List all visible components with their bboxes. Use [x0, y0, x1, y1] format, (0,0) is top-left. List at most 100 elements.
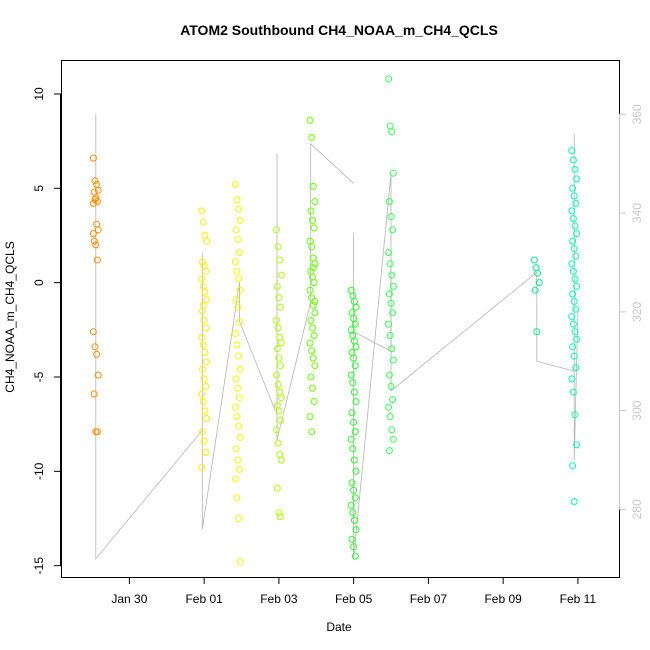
- data-point: [275, 354, 283, 362]
- data-point: [569, 320, 577, 328]
- data-point: [276, 256, 284, 264]
- data-point: [531, 286, 539, 294]
- y2-tick-label: 280: [630, 499, 644, 519]
- data-point: [234, 235, 242, 243]
- data-point: [236, 558, 244, 566]
- data-point: [199, 428, 206, 436]
- data-point: [350, 486, 358, 494]
- data-point: [570, 245, 578, 253]
- trace-line: [276, 142, 354, 441]
- data-point: [535, 279, 543, 287]
- data-point: [568, 375, 576, 383]
- data-point: [389, 169, 397, 177]
- data-point: [277, 456, 285, 464]
- data-point: [201, 232, 209, 239]
- data-point: [309, 324, 316, 332]
- data-point: [350, 543, 358, 551]
- data-point: [349, 379, 357, 387]
- data-point: [308, 428, 316, 436]
- data-point: [569, 215, 577, 222]
- data-point: [235, 205, 243, 213]
- data-point: [386, 122, 394, 130]
- data-point: [534, 269, 542, 277]
- trace-line: [390, 262, 575, 392]
- data-point: [275, 509, 283, 517]
- x-axis-label: Date: [326, 620, 352, 634]
- data-point: [274, 439, 282, 447]
- data-point: [94, 371, 102, 379]
- data-point: [387, 213, 395, 221]
- data-point: [199, 282, 207, 290]
- data-point: [569, 237, 577, 245]
- data-point: [389, 356, 397, 364]
- data-point: [89, 199, 97, 207]
- data-point: [389, 309, 397, 317]
- data-point: [309, 384, 316, 392]
- data-point: [198, 390, 206, 398]
- data-point: [570, 352, 578, 360]
- data-point: [388, 426, 396, 434]
- data-point: [389, 396, 397, 404]
- data-point: [385, 447, 393, 455]
- data-point: [571, 411, 579, 419]
- data-point: [569, 462, 577, 470]
- data-point: [306, 339, 314, 347]
- data-point: [351, 362, 359, 370]
- data-point: [573, 441, 581, 449]
- data-point: [236, 433, 244, 441]
- data-point: [308, 243, 316, 251]
- data-point: [231, 258, 239, 266]
- data-point: [199, 301, 207, 309]
- data-point: [233, 413, 241, 421]
- data-point: [90, 390, 98, 398]
- data-point: [199, 365, 206, 373]
- data-point: [307, 207, 315, 215]
- data-point: [309, 264, 317, 272]
- data-point: [309, 216, 316, 224]
- data-point: [235, 249, 243, 256]
- data-point: [200, 437, 208, 445]
- data-point: [311, 198, 319, 205]
- data-point: [276, 450, 284, 458]
- data-point: [572, 305, 580, 313]
- data-point: [348, 309, 356, 317]
- data-point: [201, 349, 209, 356]
- data-point: [234, 456, 242, 464]
- data-point: [277, 416, 284, 424]
- data-point: [350, 456, 358, 464]
- data-point: [198, 275, 206, 283]
- data-point: [351, 494, 359, 502]
- data-point: [231, 181, 239, 188]
- data-point: [389, 435, 397, 443]
- trace-line: [95, 114, 203, 560]
- data-point: [533, 328, 541, 336]
- data-point: [232, 296, 240, 304]
- x-tick-label: Feb 11: [560, 592, 597, 606]
- data-point: [569, 290, 577, 298]
- data-point: [309, 182, 317, 190]
- data-point: [231, 475, 239, 483]
- data-point: [311, 298, 319, 305]
- data-point: [201, 407, 209, 415]
- data-point: [89, 154, 97, 162]
- y-tick-label: 10: [32, 87, 46, 101]
- data-point: [388, 128, 396, 136]
- data-point: [199, 341, 207, 349]
- data-point: [273, 484, 281, 492]
- data-point: [308, 294, 316, 302]
- data-point: [571, 328, 579, 336]
- data-point: [236, 286, 244, 294]
- data-point: [311, 260, 319, 268]
- y2-tick-label: 340: [630, 203, 644, 223]
- data-point: [348, 409, 356, 417]
- data-point: [385, 249, 393, 256]
- data-point: [277, 271, 285, 279]
- data-point: [386, 332, 394, 339]
- data-point: [572, 199, 580, 207]
- data-point: [572, 364, 580, 372]
- data-point: [93, 181, 101, 188]
- data-point: [573, 230, 581, 238]
- data-point: [568, 207, 576, 215]
- data-point: [573, 282, 581, 290]
